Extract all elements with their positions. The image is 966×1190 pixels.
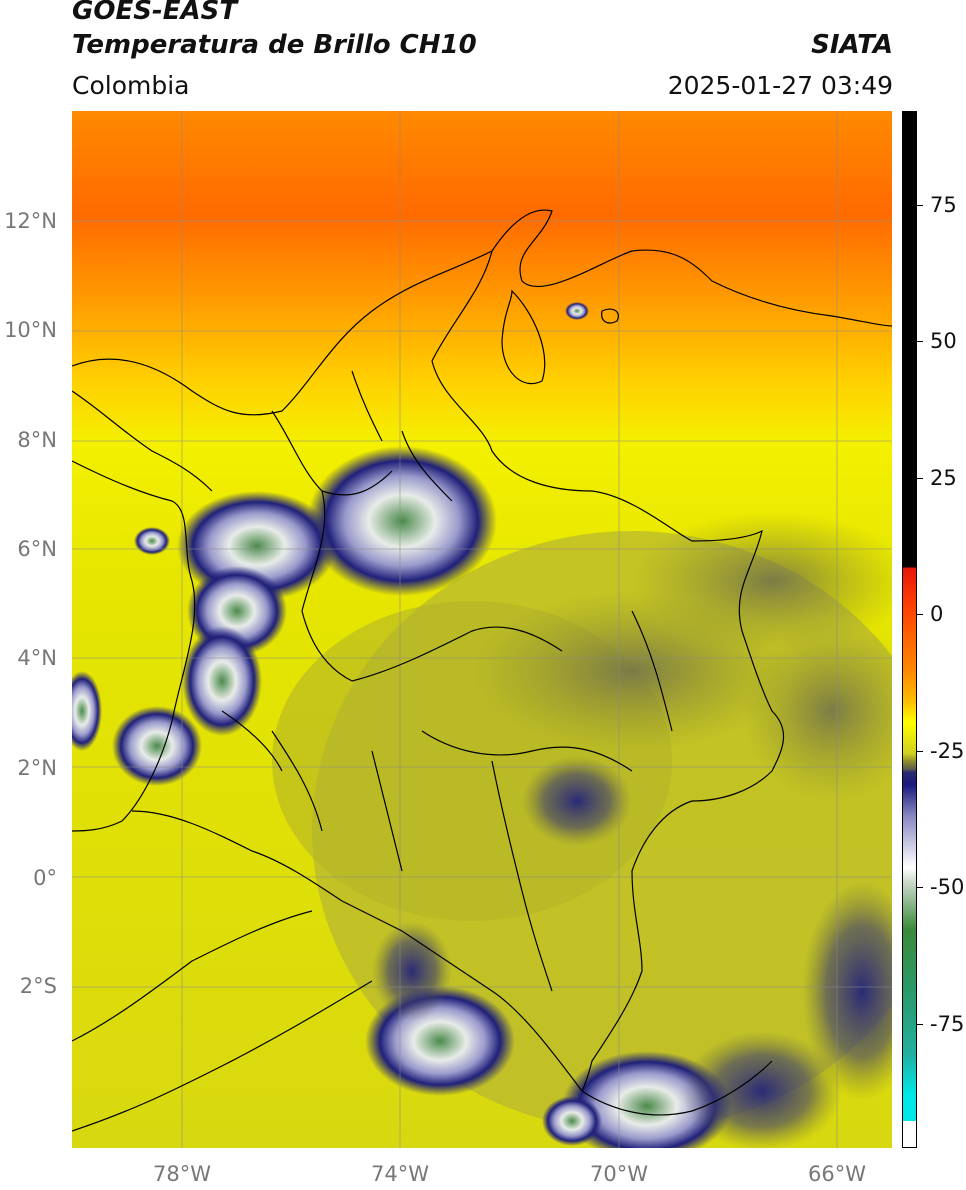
storm-cell-1 [307, 446, 497, 596]
department-6 [491, 760, 553, 992]
colorbar-tick-mark-n25 [917, 751, 923, 752]
colombia-venezuela-border [431, 250, 785, 772]
colorbar-label-n75: -75 [930, 1012, 965, 1036]
agency-label: SIATA [811, 30, 893, 60]
colorbar [902, 111, 917, 1148]
department-3 [351, 626, 563, 682]
colorbar-tick-mark-50 [917, 341, 923, 342]
blue-haze-3 [372, 921, 452, 1021]
satellite-title: GOES-EAST [72, 0, 238, 26]
department-8 [221, 710, 283, 772]
borders [72, 209, 892, 1132]
gridlines [72, 111, 892, 1148]
gray-haze-3 [742, 621, 892, 801]
colorbar-label-75: 75 [930, 193, 957, 217]
storm-cell-10 [542, 1096, 602, 1146]
colorbar-tick-mark-25 [917, 478, 923, 479]
lat-tick-8N: 8°N [17, 428, 57, 452]
department-9 [401, 430, 453, 502]
region-label: Colombia [72, 71, 190, 100]
lon-tick-78W: 78°W [153, 1162, 211, 1186]
department-11 [631, 610, 673, 732]
colorbar-label-0: 0 [930, 602, 944, 626]
blue-haze-4 [682, 1031, 842, 1148]
lat-tick-4N: 4°N [17, 646, 57, 670]
colorbar-tick-mark-n50 [917, 887, 923, 888]
brightness-temperature-map[interactable] [72, 111, 892, 1148]
colombia-brazil-border [581, 770, 773, 1092]
storm-cell-11 [565, 302, 589, 320]
lat-tick-6N: 6°N [17, 537, 57, 561]
ecuador-peru-border [72, 910, 313, 1042]
department-2 [301, 490, 353, 682]
caribbean-coast [72, 209, 892, 416]
colombia-ecuador-border [131, 810, 343, 902]
colorbar-label-25: 25 [930, 466, 957, 490]
lat-tick-10N: 10°N [4, 318, 57, 342]
colorbar-label-50: 50 [930, 329, 957, 353]
lon-tick-74W: 74°W [371, 1162, 429, 1186]
pacific-coast [72, 460, 196, 832]
maracaibo-lake [501, 289, 546, 385]
map-panel[interactable] [72, 111, 892, 1148]
product-title: Temperatura de Brillo CH10 [72, 30, 477, 60]
storm-cell-5 [112, 706, 202, 786]
aruba-curacao [601, 308, 619, 324]
department-4 [421, 730, 633, 772]
colorbar-tick-mark-n75 [917, 1024, 923, 1025]
colorbar-label-n25: -25 [930, 739, 965, 763]
peru-brazil-border [581, 1060, 773, 1116]
blue-haze-2 [802, 881, 892, 1101]
blue-haze-1 [522, 756, 632, 846]
lat-tick-2N: 2°N [17, 756, 57, 780]
colorbar-label-n50: -50 [930, 875, 965, 899]
colorbar-tick-mark-75 [917, 205, 923, 206]
department-7 [271, 730, 323, 832]
lat-tick-12N: 12°N [4, 209, 57, 233]
lat-tick-2S: 2°S [19, 974, 57, 998]
lon-tick-66W: 66°W [808, 1162, 866, 1186]
storm-cell-4 [182, 626, 262, 736]
panama-coast [72, 390, 213, 492]
department-10 [351, 370, 383, 442]
timestamp-label: 2025-01-27 03:49 [667, 71, 893, 100]
lat-tick-0: 0° [33, 866, 57, 890]
colorbar-tick-mark-0 [917, 614, 923, 615]
lon-tick-70W: 70°W [590, 1162, 648, 1186]
storm-cell-7 [72, 671, 102, 751]
department-5 [371, 750, 403, 872]
amazonas-line [72, 980, 373, 1132]
gray-haze-2 [472, 591, 792, 751]
colombia-peru-border [341, 900, 583, 1092]
storm-cell-6 [134, 527, 170, 555]
